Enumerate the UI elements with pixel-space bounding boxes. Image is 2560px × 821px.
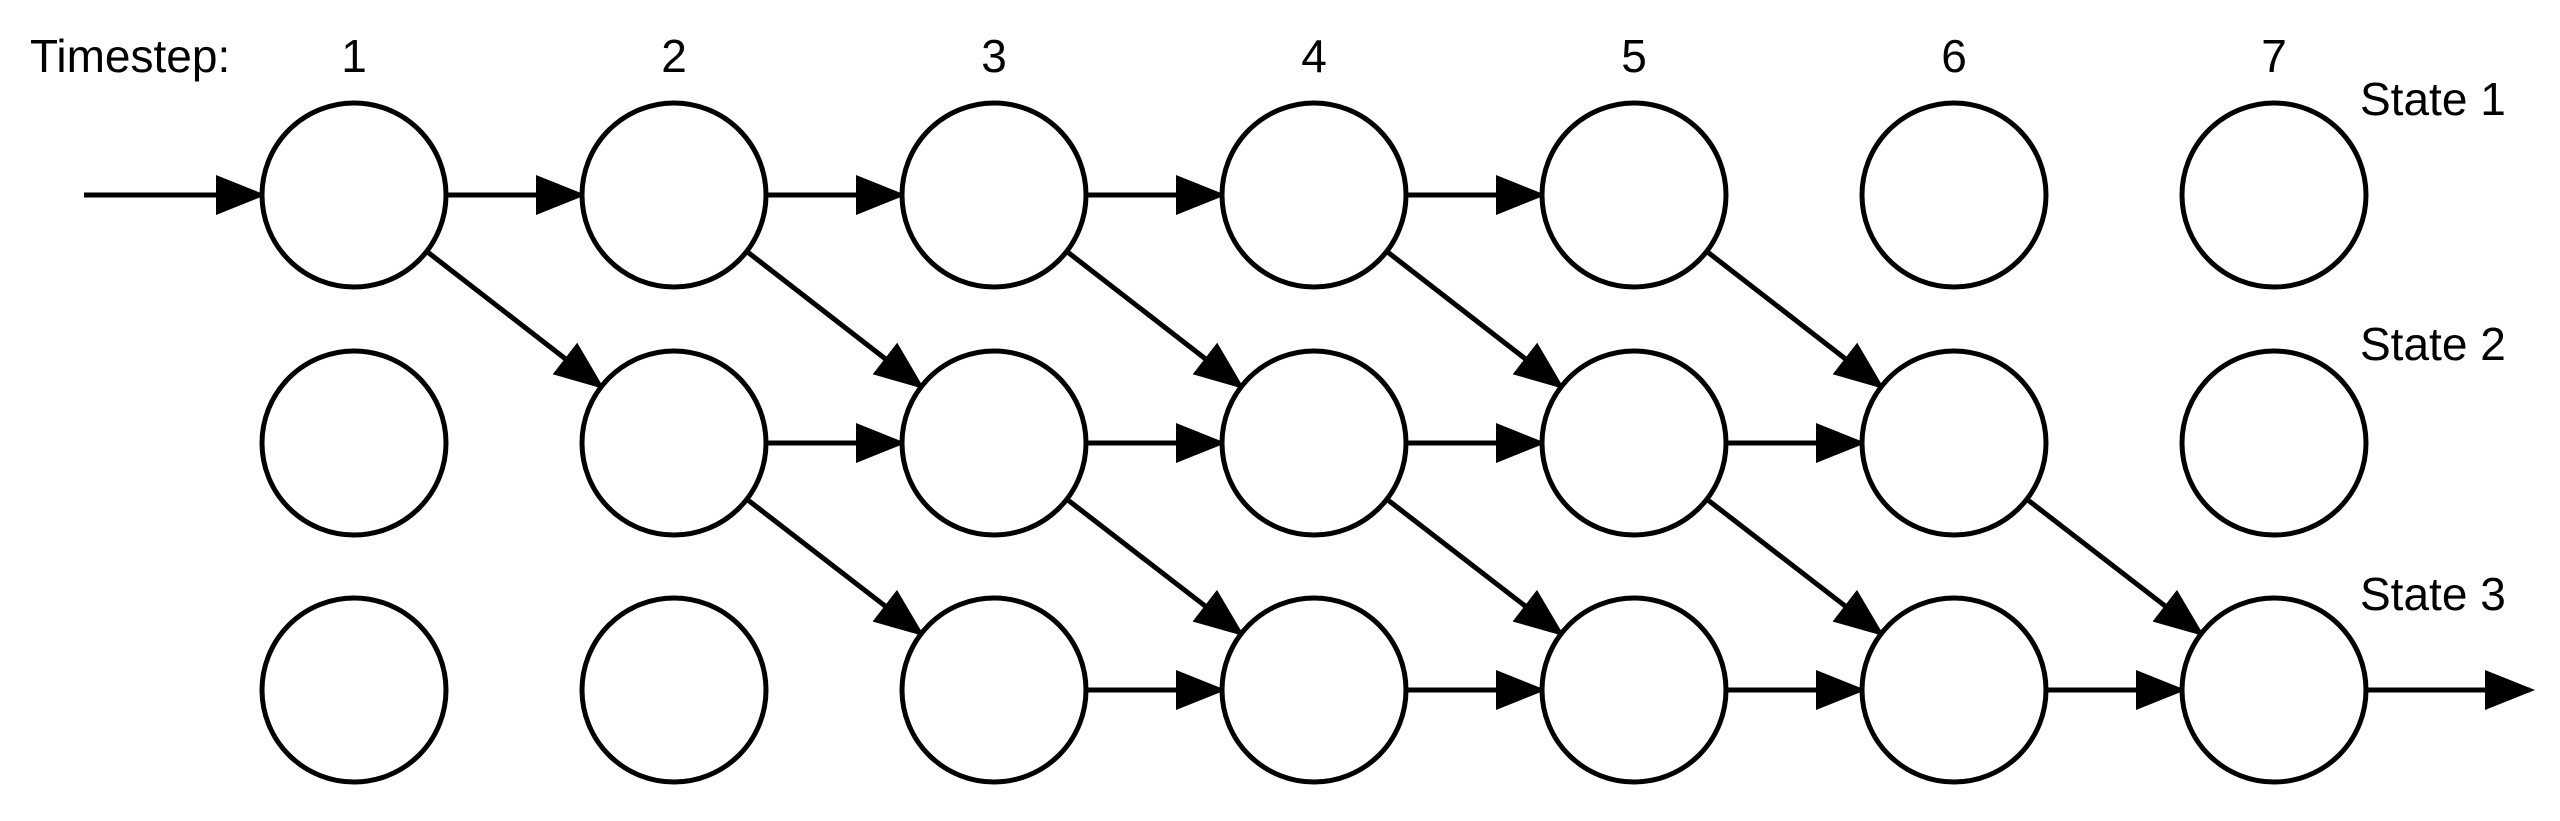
transition-arrow-t5s2-t6s3: [1705, 497, 1885, 637]
state-node-t2-s3: [579, 595, 769, 785]
state-node-t7-s3: [2179, 595, 2369, 785]
state-node-t4-s2: [1219, 348, 1409, 538]
state-node-t5-s2: [1539, 348, 1729, 538]
state-node-t1-s1: [259, 100, 449, 290]
timestep-label-6: 6: [1941, 30, 1967, 82]
state-label-3: State 3: [2360, 568, 2506, 620]
state-nodes: [259, 100, 2369, 785]
transition-arrow-t2s1-t3s2: [745, 249, 925, 390]
transition-arrows: [84, 175, 2535, 710]
state-node-t2-s2: [579, 348, 769, 538]
state-node-t5-s1: [1539, 100, 1729, 290]
state-node-t1-s2: [259, 348, 449, 538]
timestep-labels: 1 2 3 4 5 6 7: [341, 30, 2287, 82]
state-node-t6-s2: [1859, 348, 2049, 538]
state-labels: State 1 State 2 State 3: [2360, 73, 2506, 620]
state-node-t1-s3: [259, 595, 449, 785]
state-label-1: State 1: [2360, 73, 2506, 125]
transition-arrow-t3s2-t4s3: [1065, 497, 1245, 637]
transition-arrow-t3s1-t4s2: [1065, 249, 1245, 390]
timestep-label-2: 2: [661, 30, 687, 82]
state-node-t3-s1: [899, 100, 1089, 290]
transition-arrow-t5s1-t6s2: [1705, 249, 1885, 390]
state-node-t6-s1: [1859, 100, 2049, 290]
transition-arrow-t2s2-t3s3: [745, 497, 925, 637]
state-node-t6-s3: [1859, 595, 2049, 785]
state-node-t7-s1: [2179, 100, 2369, 290]
transition-arrow-t4s1-t5s2: [1385, 249, 1565, 390]
transition-arrow-t6s2-t7s3: [2025, 497, 2205, 637]
state-node-t7-s2: [2179, 348, 2369, 538]
transition-arrow-t4s2-t5s3: [1385, 497, 1565, 637]
timestep-label-5: 5: [1621, 30, 1647, 82]
timestep-label-7: 7: [2261, 30, 2287, 82]
state-node-t4-s3: [1219, 595, 1409, 785]
timestep-heading: Timestep:: [30, 30, 230, 82]
state-node-t3-s3: [899, 595, 1089, 785]
state-node-t2-s1: [579, 100, 769, 290]
timestep-label-1: 1: [341, 30, 367, 82]
state-label-2: State 2: [2360, 318, 2506, 370]
timestep-label-4: 4: [1301, 30, 1327, 82]
state-node-t3-s2: [899, 348, 1089, 538]
state-node-t5-s3: [1539, 595, 1729, 785]
state-node-t4-s1: [1219, 100, 1409, 290]
transition-arrow-t1s1-t2s2: [425, 249, 605, 390]
timestep-label-3: 3: [981, 30, 1007, 82]
